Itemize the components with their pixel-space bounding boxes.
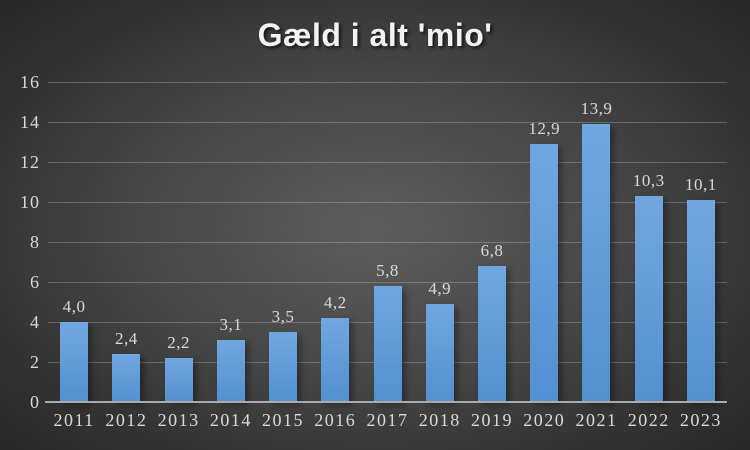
bar-2023 [686, 200, 715, 402]
x-tick-label: 2018 [418, 410, 461, 430]
bar-slot-2021: 13,9 [570, 82, 622, 402]
bar-slot-2023: 10,1 [675, 82, 727, 402]
x-tick-label: 2023 [679, 410, 722, 430]
bar-slot-2017: 5,8 [361, 82, 413, 402]
y-tick-label: 12 [20, 152, 40, 172]
bar-slot-2011: 4,0 [48, 82, 100, 402]
bar-value-label: 3,5 [271, 307, 295, 326]
bar-value-label: 12,9 [528, 119, 561, 138]
plot-area: 4,0 2,4 2,2 3,1 3,5 4,2 5,8 4,9 6,8 12,9 13,9 10,3 1… [45, 81, 727, 403]
x-tick-label: 2011 [53, 410, 95, 430]
bar-2011 [60, 322, 89, 402]
bar-slot-2015: 3,5 [257, 82, 309, 402]
bar-value-label: 4,0 [62, 297, 86, 316]
y-tick-label: 0 [30, 392, 40, 412]
y-tick-label: 16 [20, 72, 40, 92]
bar-2015 [269, 332, 298, 402]
gridline [48, 281, 727, 283]
x-tick-label: 2016 [314, 410, 357, 430]
x-tick-label: 2020 [523, 410, 566, 430]
bar-2021 [582, 124, 611, 402]
bar-2014 [216, 340, 245, 402]
bar-value-label: 3,1 [219, 315, 243, 334]
x-tick-label: 2014 [209, 410, 252, 430]
y-axis: 0 2 4 6 8 10 12 14 16 [0, 73, 40, 411]
x-tick-label: 2015 [262, 410, 305, 430]
x-tick-label: 2022 [627, 410, 670, 430]
bar-slot-2012: 2,4 [100, 82, 152, 402]
x-tick-label: 2012 [105, 410, 148, 430]
y-tick-label: 6 [30, 272, 40, 292]
x-tick-label: 2021 [575, 410, 618, 430]
bar-2018 [425, 304, 454, 402]
bar-slot-2019: 6,8 [466, 82, 518, 402]
bar-slot-2020: 12,9 [518, 82, 570, 402]
bar-value-label: 13,9 [580, 99, 613, 118]
bar-slot-2022: 10,3 [623, 82, 675, 402]
bar-slot-2014: 3,1 [205, 82, 257, 402]
x-tick-label: 2013 [157, 410, 200, 430]
bar-slot-2013: 2,2 [152, 82, 204, 402]
gridline [48, 161, 727, 163]
bar-2016 [321, 318, 350, 402]
x-axis: 2011 2012 2013 2014 2015 2016 2017 2018 2019 2020… [48, 410, 727, 431]
y-tick-label: 14 [20, 112, 40, 132]
gridline [48, 81, 727, 83]
bar-value-label: 2,2 [167, 333, 190, 352]
bar-slot-2016: 4,2 [309, 82, 361, 402]
bar-2012 [112, 354, 141, 402]
y-tick-label: 10 [20, 192, 40, 212]
bar-2020 [530, 144, 559, 402]
bar-value-label: 5,8 [376, 261, 399, 280]
gridline [48, 121, 727, 123]
x-tick-label: 2019 [470, 410, 513, 430]
bars-layer: 4,0 2,4 2,2 3,1 3,5 4,2 5,8 4,9 6,8 12,9 13,9 10,3 1… [48, 82, 727, 402]
y-tick-label: 8 [30, 232, 40, 252]
bar-value-label: 4,2 [323, 293, 347, 312]
bar-value-label: 2,4 [114, 329, 138, 348]
y-tick-label: 2 [30, 352, 40, 372]
chart-title: Gæld i alt 'mio' [257, 17, 493, 53]
bar-value-label: 10,3 [632, 171, 665, 190]
bar-value-label: 4,9 [428, 279, 452, 298]
y-tick-label: 4 [30, 312, 40, 332]
gridline [48, 201, 727, 203]
bar-slot-2018: 4,9 [414, 82, 466, 402]
bar-2017 [373, 286, 402, 402]
bar-value-label: 10,1 [685, 175, 717, 194]
gridline [48, 241, 727, 243]
bar-2022 [634, 196, 663, 402]
bar-2019 [477, 266, 506, 402]
bar-2013 [164, 358, 193, 402]
bar-value-label: 6,8 [480, 241, 504, 260]
x-axis-line [45, 401, 727, 403]
x-tick-label: 2017 [366, 410, 409, 430]
